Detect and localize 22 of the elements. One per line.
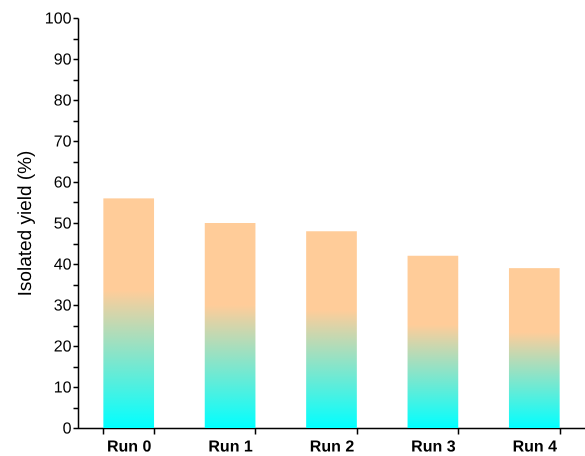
bar — [103, 198, 154, 428]
bar — [408, 256, 458, 428]
y-axis-title: Isolated yield (%) — [14, 150, 36, 296]
y-tick-label: 100 — [44, 10, 72, 28]
x-tick-label: Run 3 — [411, 438, 456, 456]
x-tick-label: Run 1 — [208, 438, 253, 456]
y-tick-label: 70 — [54, 134, 72, 150]
y-tick-label: 40 — [54, 256, 72, 274]
y-tick-label: 30 — [54, 298, 72, 314]
y-tick-label: 90 — [54, 52, 72, 68]
x-tick-label: Run 2 — [310, 438, 354, 456]
y-tick-label: 60 — [54, 174, 72, 192]
bar — [508, 268, 560, 428]
y-tick-label: 20 — [54, 338, 72, 356]
x-tick-label: Run 0 — [106, 438, 152, 456]
x-tick-label: Run 4 — [512, 438, 558, 456]
y-tick-label: 0 — [62, 420, 72, 438]
bar — [306, 231, 357, 428]
y-tick-label: 50 — [54, 216, 72, 232]
bar — [204, 223, 256, 428]
y-tick-label: 80 — [54, 92, 72, 110]
y-tick-label: 10 — [54, 380, 72, 396]
